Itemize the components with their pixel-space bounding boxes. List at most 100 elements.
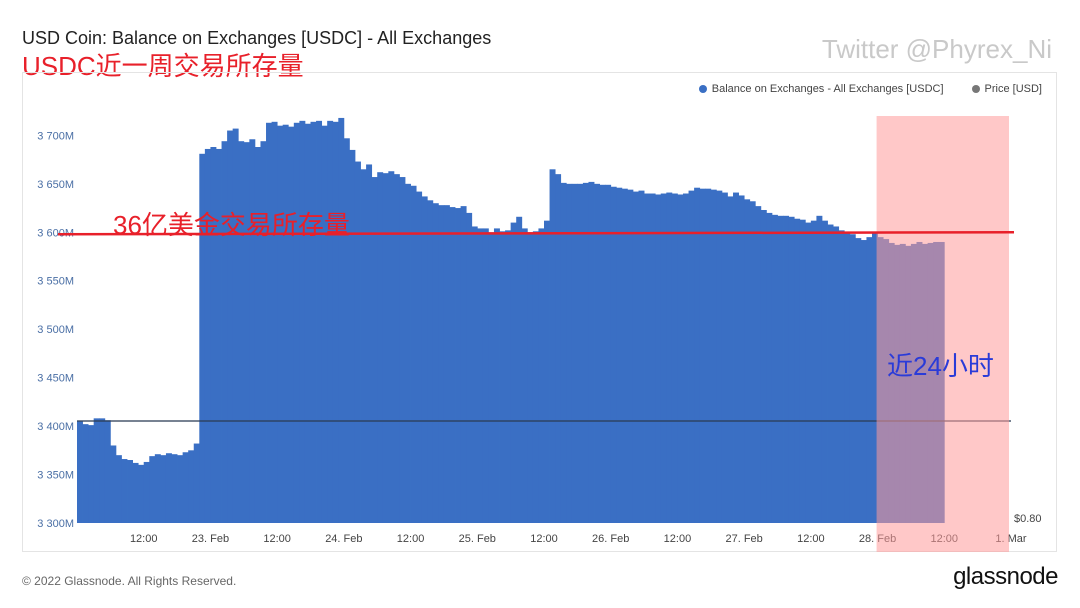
balance-bar [366, 164, 373, 523]
balance-bar [171, 454, 178, 523]
balance-bar [77, 421, 83, 523]
y-tick-label: 3 300M [37, 518, 74, 530]
balance-bar [771, 214, 778, 524]
balance-bar [254, 147, 261, 523]
balance-bar [160, 455, 167, 523]
balance-bar [288, 126, 295, 524]
balance-bar [99, 418, 106, 523]
balance-bar [371, 177, 378, 524]
balance-bar [227, 130, 234, 524]
balance-bar [816, 215, 823, 524]
legend-label-price: Price [USD] [984, 83, 1042, 95]
x-tick-label: 12:00 [263, 533, 291, 545]
balance-bar [377, 172, 384, 523]
y-tick-label: 3 600M [37, 227, 74, 239]
balance-bar [193, 443, 200, 523]
balance-bar [638, 190, 645, 523]
balance-bar [327, 120, 334, 523]
x-tick-label: 24. Feb [325, 533, 362, 545]
balance-bar [493, 228, 500, 523]
chart-title: USD Coin: Balance on Exchanges [USDC] - … [22, 28, 492, 48]
balance-bar [694, 187, 701, 523]
balance-bar [538, 228, 545, 523]
balance-bar [182, 452, 189, 523]
legend-dot-price-icon [971, 85, 980, 93]
balance-bar [788, 216, 795, 523]
balance-bar [266, 122, 272, 524]
balance-bar [299, 120, 306, 523]
balance-bar [577, 183, 584, 524]
balance-bar [332, 121, 339, 524]
y-tick-label: 3 550M [37, 276, 74, 288]
balance-bar [777, 215, 784, 524]
balance-bar [649, 193, 656, 523]
balance-bar [293, 122, 300, 524]
balance-bar [610, 186, 617, 523]
legend-dot-balance-icon [698, 85, 707, 93]
balance-bar [443, 205, 450, 523]
x-tick-label: 26. Feb [592, 533, 629, 545]
balance-bar [210, 147, 217, 523]
legend-item-balance[interactable]: Balance on Exchanges - All Exchanges [US… [698, 83, 944, 95]
glassnode-logo: glassnode [953, 563, 1058, 590]
balance-bar [521, 228, 528, 523]
balance-bar [733, 192, 739, 524]
balance-bar [410, 185, 417, 523]
balance-bar [582, 182, 589, 523]
x-tick-label: 12:00 [397, 533, 425, 545]
balance-bar [783, 215, 790, 524]
balance-bar [688, 190, 695, 523]
balance-bar [621, 188, 628, 523]
balance-bar [855, 238, 862, 523]
balance-bar [821, 220, 828, 523]
balance-bar [532, 231, 539, 524]
balance-bar [121, 459, 128, 523]
balance-bar [655, 194, 662, 523]
balance-bar [432, 203, 439, 523]
balance-bar [154, 454, 161, 523]
balance-bar [271, 121, 278, 524]
balance-bar [416, 191, 423, 524]
legend-label-balance: Balance on Exchanges - All Exchanges [US… [711, 83, 944, 95]
balance-bar [599, 184, 606, 524]
balance-bar [277, 125, 284, 523]
balance-bar [405, 183, 411, 524]
balance-bar [143, 461, 150, 523]
balance-bar [455, 208, 462, 524]
balance-bar [82, 424, 89, 523]
balance-bar [666, 192, 673, 524]
x-tick-label: 12:00 [664, 533, 692, 545]
balance-bar [232, 128, 239, 523]
balance-bar [354, 161, 361, 524]
balance-bar [127, 460, 133, 523]
balance-bar [204, 148, 211, 523]
balance-bar [238, 141, 245, 523]
legend-item-price[interactable]: Price [USD] [971, 83, 1042, 95]
x-tick-label: 12:00 [797, 533, 825, 545]
balance-bar [115, 455, 122, 523]
balance-bar [749, 201, 756, 523]
balance-bar [88, 425, 95, 523]
balance-bar [499, 231, 506, 524]
y-tick-label: 3 400M [37, 421, 74, 433]
balance-bar [466, 212, 473, 523]
x-tick-label: 12:00 [130, 533, 158, 545]
chart-frame [22, 72, 1057, 552]
balance-bar [727, 196, 734, 523]
y-tick-label: 3 450M [37, 373, 74, 385]
balance-bar [710, 189, 717, 523]
balance-bar [810, 220, 817, 523]
balance-bar [349, 149, 356, 523]
balance-bar [438, 205, 445, 523]
balance-bar [249, 139, 256, 523]
balance-bar [316, 120, 323, 523]
balance-bar [677, 194, 684, 523]
balance-bar [221, 141, 228, 523]
balance-bar [382, 173, 389, 523]
balance-bar [138, 464, 145, 523]
y-tick-label: 3 650M [37, 179, 74, 191]
chinese-subtitle: USDC近一周交易所存量 [22, 51, 304, 81]
balance-bar [393, 174, 400, 523]
balance-bar [566, 183, 573, 524]
balance-bar [215, 148, 222, 523]
